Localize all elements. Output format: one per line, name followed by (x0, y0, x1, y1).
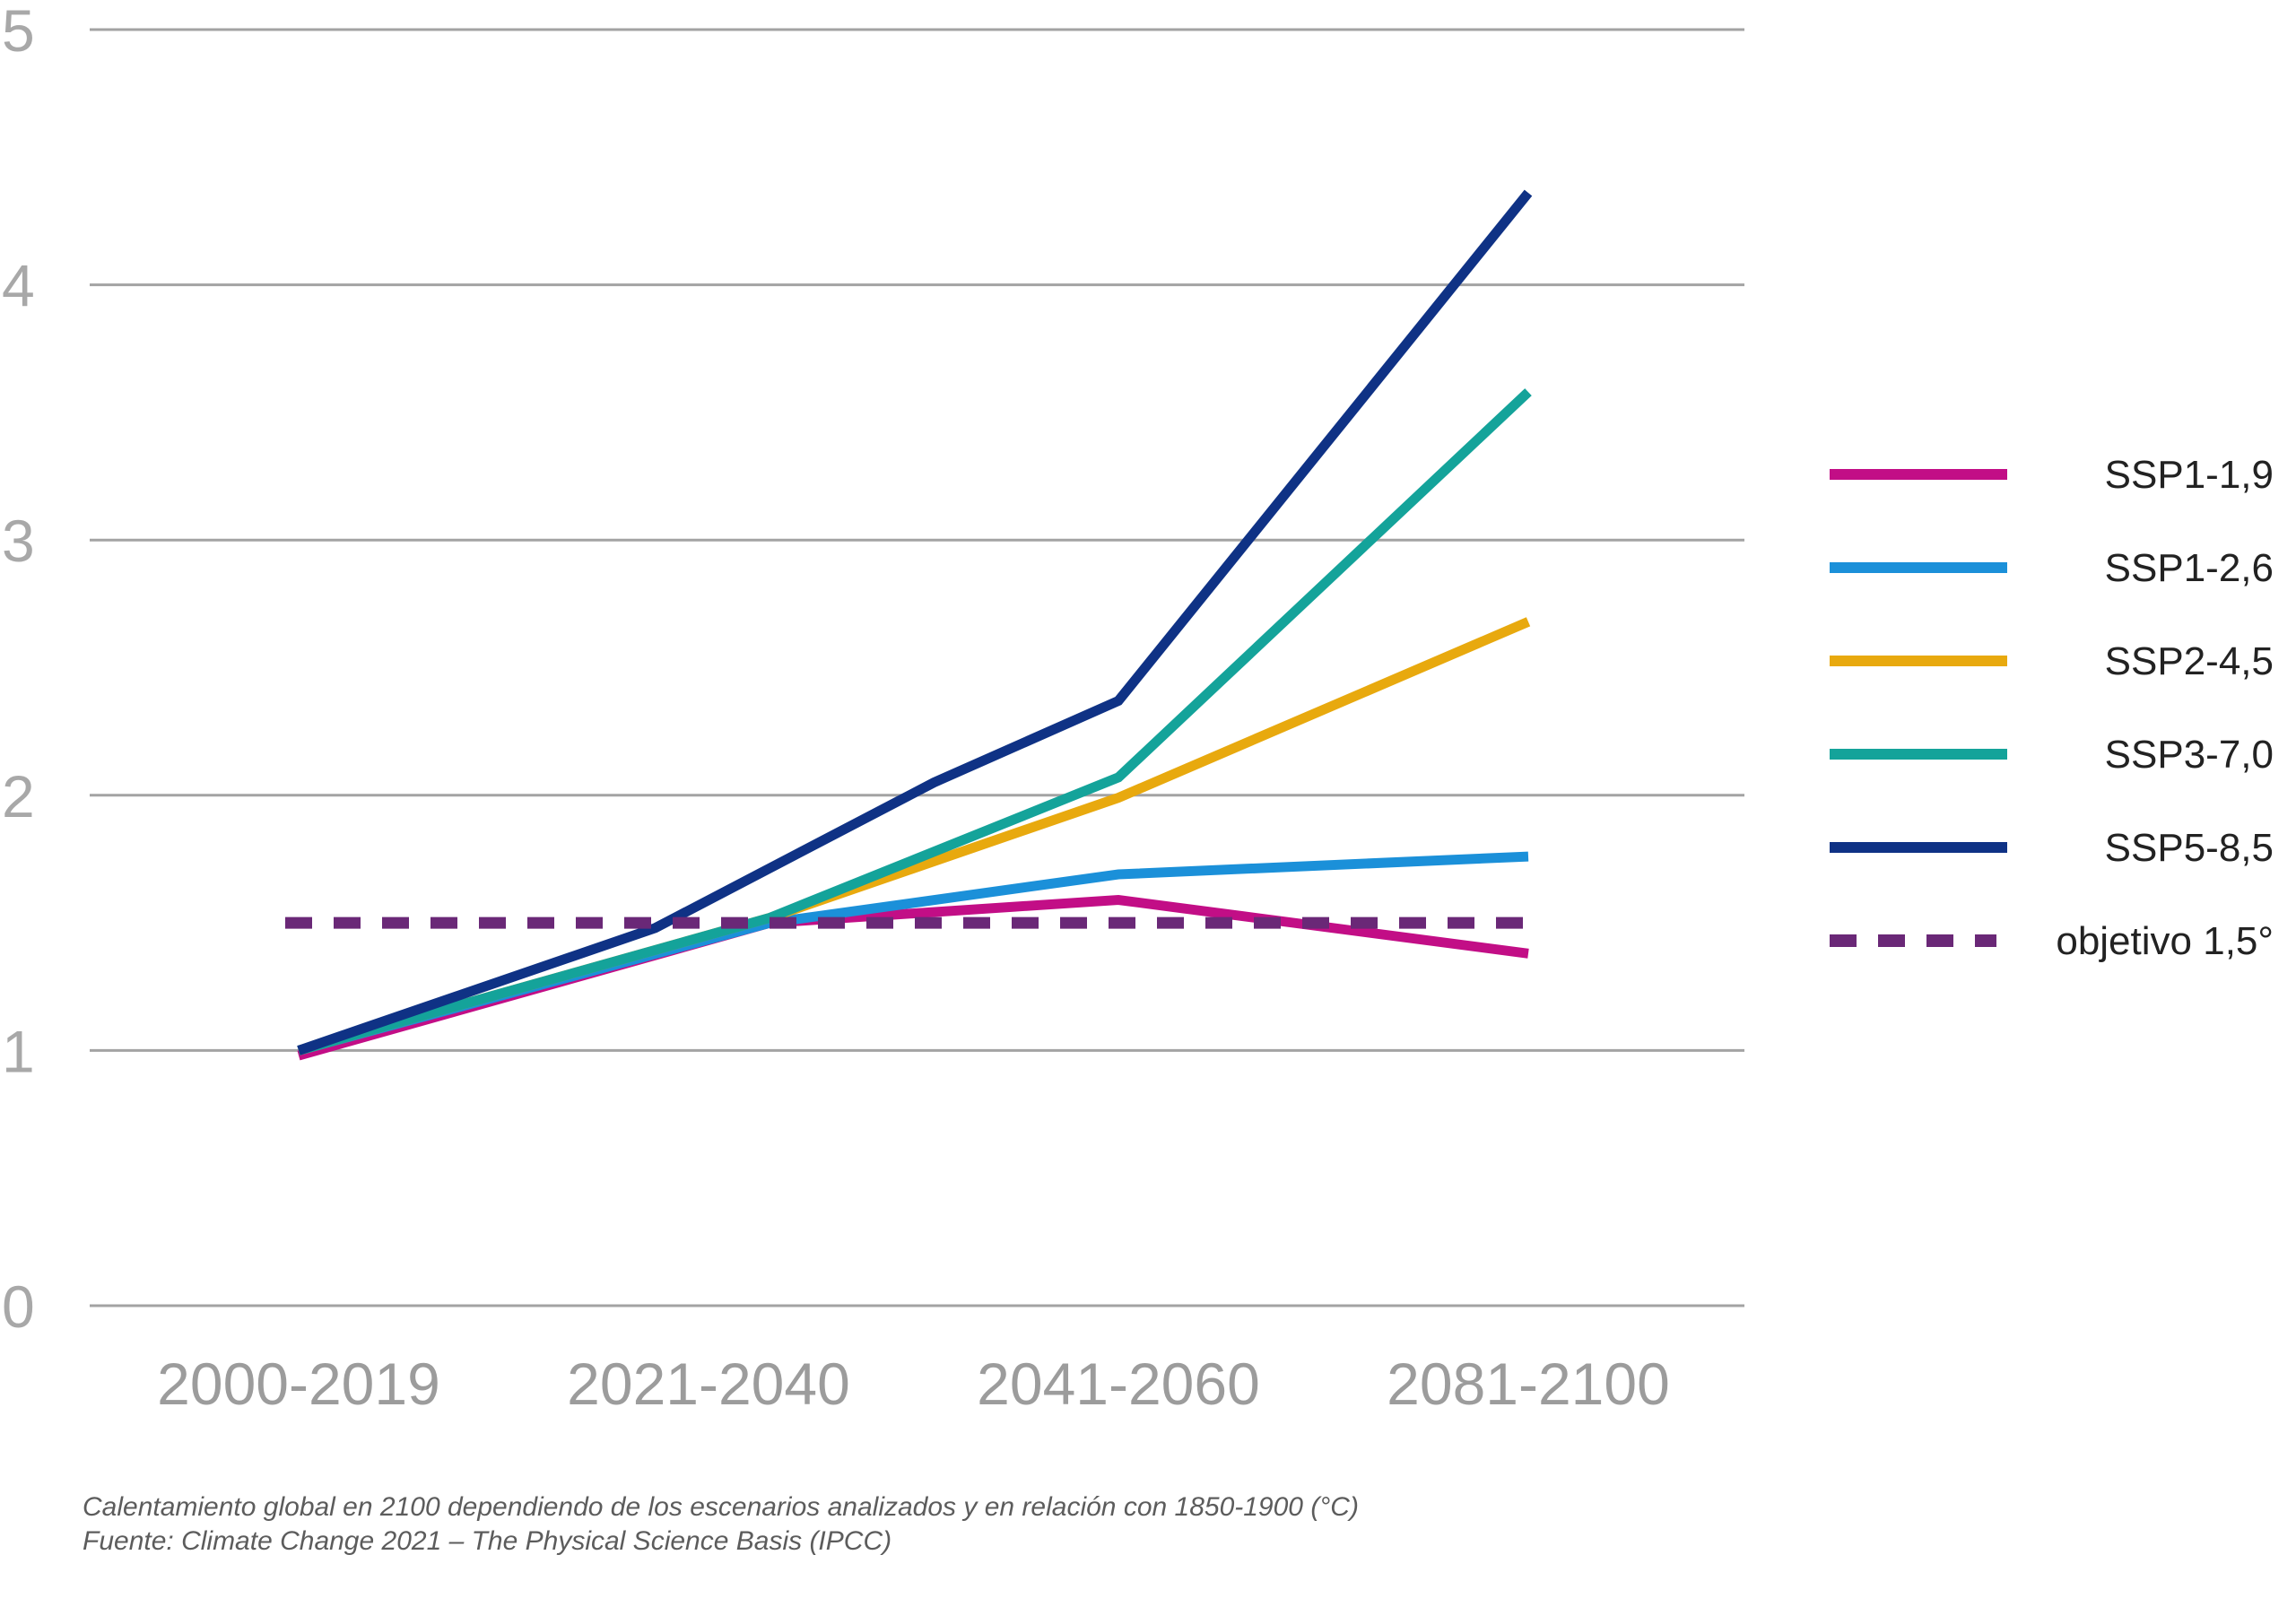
y-tick-label: 3 (2, 508, 35, 574)
x-tick-label: 2021-2040 (567, 1351, 850, 1417)
y-tick-label: 0 (2, 1273, 35, 1340)
series-line-3 (297, 388, 1532, 1055)
caption-description: Calentamiento global en 2100 dependiendo… (83, 1492, 1359, 1522)
x-tick-label: 2041-2060 (977, 1351, 1260, 1417)
y-axis-ticks: 0 1 2 3 4 5 (2, 0, 35, 1340)
x-tick-label: 2000-2019 (157, 1351, 440, 1417)
x-tick-label: 2081-2100 (1387, 1351, 1670, 1417)
series-line-4 (297, 189, 1533, 1055)
legend-label: SSP2-4,5 (2105, 639, 2274, 683)
legend-label: SSP5-8,5 (2105, 826, 2274, 870)
caption-source: Fuente: Climate Change 2021 – The Physic… (83, 1526, 892, 1556)
legend-label: objetivo 1,5° (2056, 919, 2274, 963)
y-tick-label: 4 (2, 253, 35, 319)
y-tick-label: 1 (2, 1018, 35, 1084)
y-tick-label: 5 (2, 0, 35, 64)
x-axis-ticks: 2000-2019 2021-2040 2041-2060 2081-2100 (157, 1351, 1670, 1417)
gridlines (90, 28, 1744, 1307)
chart-caption: Calentamiento global en 2100 dependiendo… (83, 1490, 1359, 1559)
legend-label: SSP1-2,6 (2105, 546, 2274, 590)
legend-label: SSP3-7,0 (2105, 733, 2274, 777)
legend: SSP1-1,9 SSP1-2,6 SSP2-4,5 SSP3-7,0 SSP5-8,5… (1830, 453, 2274, 963)
y-tick-label: 2 (2, 763, 35, 830)
series-line-1 (297, 851, 1529, 1055)
series-lines (285, 189, 1542, 1061)
legend-label: SSP1-1,9 (2105, 453, 2274, 497)
